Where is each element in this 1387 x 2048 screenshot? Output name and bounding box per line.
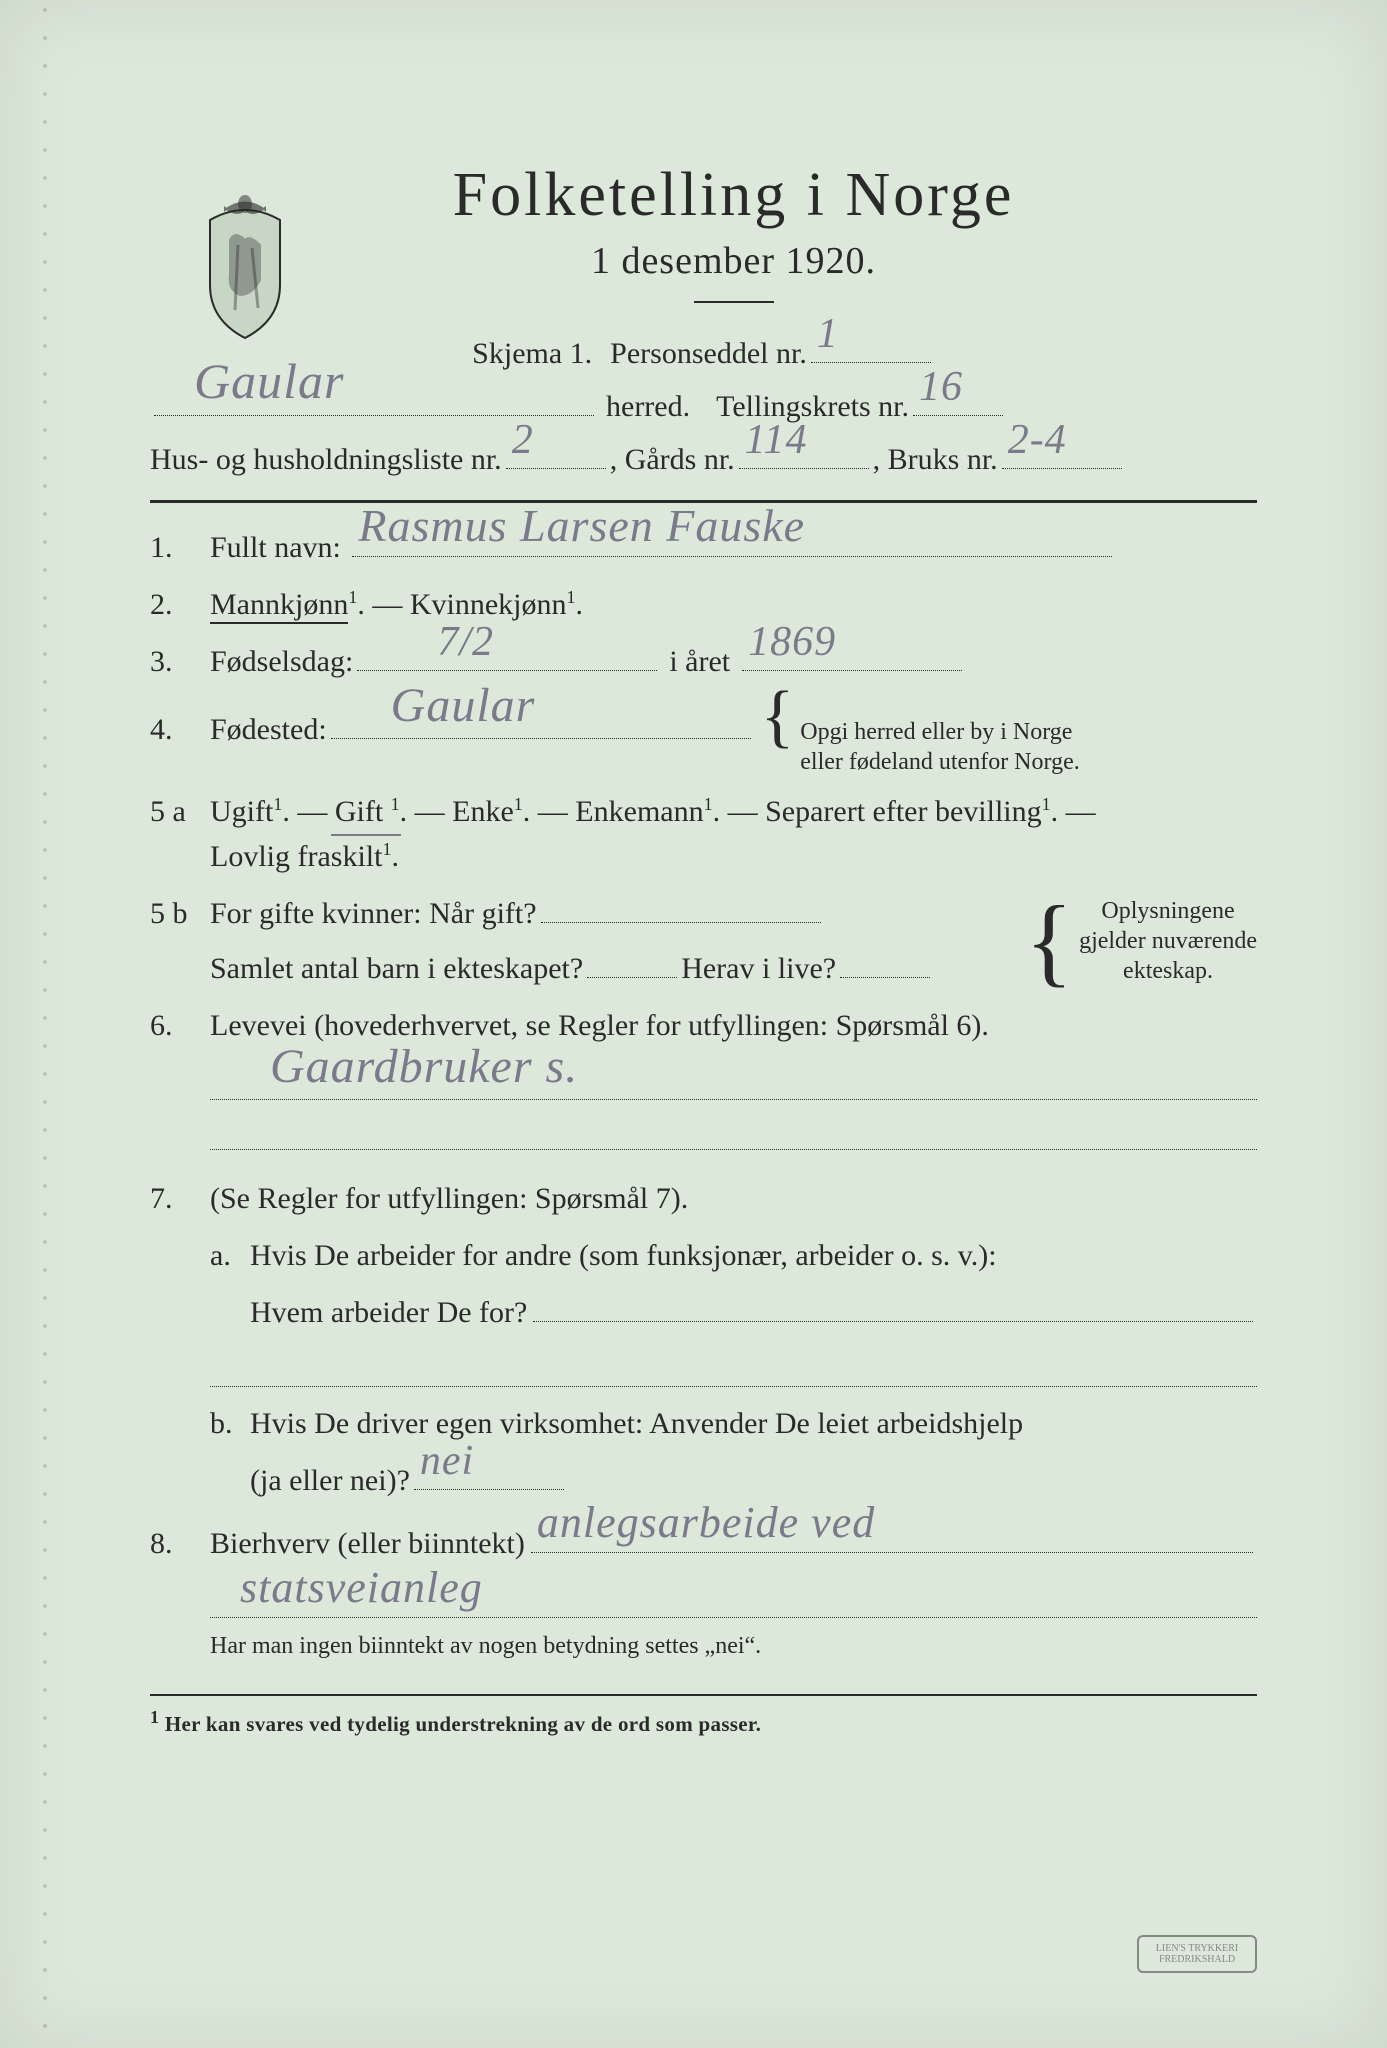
herred-value: Gaular xyxy=(194,344,344,419)
q3-day-value: 7/2 xyxy=(437,611,494,674)
q5a-gift-wrap: Gift xyxy=(335,795,391,828)
q4-label: Fødested: xyxy=(210,707,327,752)
q8-note: Har man ingen biinntekt av nogen betydni… xyxy=(210,1628,1257,1664)
q7a-field xyxy=(533,1290,1253,1322)
q7a-block: a. Hvis De arbeider for andre (som funks… xyxy=(210,1233,1257,1387)
q4-row: 4. Fødested: Gaular { Opgi herred eller … xyxy=(150,696,1257,777)
form-body: Skjema 1. Personseddel nr. 1 Gaular herr… xyxy=(150,331,1257,1741)
q2-mann: Mannkjønn xyxy=(210,588,348,624)
q1-row: 1. Fullt navn: Rasmus Larsen Fauske xyxy=(150,525,1257,570)
q2-row: 2. Mannkjønn1. — Kvinnekjønn1. xyxy=(150,582,1257,627)
q7b-block: b. Hvis De driver egen virksomhet: Anven… xyxy=(210,1401,1257,1503)
q6-value: Gaardbruker s. xyxy=(270,1031,578,1103)
q1-value: Rasmus Larsen Fauske xyxy=(358,491,805,560)
q7-label: (Se Regler for utfyllingen: Spørsmål 7). xyxy=(210,1182,688,1215)
herred-line: Gaular herred. Tellingskrets nr. 16 xyxy=(150,384,1257,429)
q5b-row: 5 b For gifte kvinner: Når gift? Samlet … xyxy=(150,891,1257,991)
q1-field: Rasmus Larsen Fauske xyxy=(352,525,1112,557)
husliste-label: Hus- og husholdningsliste nr. xyxy=(150,437,502,482)
q5a-row: 5 a Ugift1. — Gift 1. — Enke1. — Enkeman… xyxy=(150,789,1257,879)
form-header: Folketelling i Norge 1 desember 1920. xyxy=(210,160,1257,303)
q5a-enke: Enke xyxy=(452,795,514,828)
q4-value: Gaular xyxy=(391,670,536,742)
q5a-num: 5 a xyxy=(150,789,210,834)
q5b-l1: For gifte kvinner: Når gift? xyxy=(210,891,537,936)
q3-year-field: 1869 xyxy=(742,639,962,671)
q7a-letter: a. xyxy=(210,1233,250,1278)
q3-year-label: i året xyxy=(669,639,730,684)
title-main: Folketelling i Norge xyxy=(210,160,1257,231)
printer-mark-icon: LIEN'S TRYKKERI FREDRIKSHALD xyxy=(1137,1935,1257,1973)
q5b-live-field xyxy=(840,946,930,978)
q5b-num: 5 b xyxy=(150,891,210,936)
q6-field: Gaardbruker s. xyxy=(210,1060,1257,1100)
q7a-l1: Hvis De arbeider for andre (som funksjon… xyxy=(250,1233,997,1278)
q7b-l2: (ja eller nei)? xyxy=(250,1458,410,1503)
footnote-rule xyxy=(150,1694,1257,1696)
q8-num: 8. xyxy=(150,1521,210,1566)
gards-value: 114 xyxy=(745,409,808,472)
gards-label: , Gårds nr. xyxy=(610,437,735,482)
q3-day-field: 7/2 xyxy=(357,639,657,671)
q3-year-value: 1869 xyxy=(748,611,836,674)
q1-label: Fullt navn: xyxy=(210,531,341,564)
q7b-value: nei xyxy=(420,1430,474,1493)
q5a-enkemann: Enkemann xyxy=(575,795,703,828)
husliste-value: 2 xyxy=(512,409,534,472)
q7b-l1: Hvis De driver egen virksomhet: Anvender… xyxy=(250,1401,1023,1446)
q2-num: 2. xyxy=(150,582,210,627)
q1-num: 1. xyxy=(150,525,210,570)
q5b-l2b: Herav i live? xyxy=(681,946,836,991)
q8-value-2: statsveianleg xyxy=(240,1555,483,1621)
q5b-note: Oplysningene gjelder nuværende ekteskap. xyxy=(1079,896,1257,986)
q4-num: 4. xyxy=(150,707,210,752)
perforated-edge xyxy=(40,0,50,2048)
footnote: 1 Her kan svares ved tydelig understrekn… xyxy=(150,1704,1257,1741)
q5a-gift-mark-icon xyxy=(331,834,401,836)
q7a-field-2 xyxy=(210,1347,1257,1387)
personseddel-nr-value: 1 xyxy=(817,303,839,366)
q8-field-1: anlegsarbeide ved xyxy=(531,1521,1253,1553)
bruks-value: 2-4 xyxy=(1008,409,1067,472)
q3-row: 3. Fødselsdag: 7/2 i året 1869 xyxy=(150,639,1257,684)
bruks-field: 2-4 xyxy=(1002,437,1122,469)
skjema-label: Skjema 1. xyxy=(472,331,592,376)
census-form-page: Folketelling i Norge 1 desember 1920. Sk… xyxy=(0,0,1387,2048)
personseddel-nr-field: 1 xyxy=(811,331,931,363)
q8-value-1: anlegsarbeide ved xyxy=(537,1490,875,1556)
q3-label: Fødselsdag: xyxy=(210,639,353,684)
bruks-label: , Bruks nr. xyxy=(873,437,998,482)
herred-label: herred. xyxy=(606,384,690,429)
q4-field: Gaular xyxy=(331,707,751,739)
q6-num: 6. xyxy=(150,1003,210,1048)
title-divider xyxy=(694,301,774,303)
q7b-letter: b. xyxy=(210,1401,250,1446)
q5a-ugift: Ugift xyxy=(210,795,273,828)
q5b-l2a: Samlet antal barn i ekteskapet? xyxy=(210,946,583,991)
q7-num: 7. xyxy=(150,1176,210,1221)
q5a-gift: Gift xyxy=(335,795,383,828)
husliste-field: 2 xyxy=(506,437,606,469)
tellingskrets-field: 16 xyxy=(913,384,1003,416)
personseddel-label: Personseddel nr. xyxy=(610,331,807,376)
coat-of-arms-icon xyxy=(190,190,300,340)
husliste-line: Hus- og husholdningsliste nr. 2 , Gårds … xyxy=(150,437,1257,482)
q5a-lovlig: Lovlig fraskilt xyxy=(210,840,382,873)
brace-icon: { xyxy=(761,696,795,738)
q7-row: 7. (Se Regler for utfyllingen: Spørsmål … xyxy=(150,1176,1257,1221)
q8-field-2: statsveianleg xyxy=(210,1578,1257,1618)
title-date: 1 desember 1920. xyxy=(210,239,1257,283)
q4-note: Opgi herred eller by i Norge eller fødel… xyxy=(800,717,1079,777)
q6-field-2 xyxy=(210,1110,1257,1150)
q5b-gift-field xyxy=(541,891,821,923)
q5b-barn-field xyxy=(587,946,677,978)
q7a-l2: Hvem arbeider De for? xyxy=(250,1290,527,1335)
q7b-field: nei xyxy=(414,1458,564,1490)
q5a-separert: Separert efter bevilling xyxy=(765,795,1042,828)
tellingskrets-value: 16 xyxy=(919,356,963,419)
brace-icon: { xyxy=(1025,911,1073,971)
gards-field: 114 xyxy=(739,437,869,469)
q3-num: 3. xyxy=(150,639,210,684)
